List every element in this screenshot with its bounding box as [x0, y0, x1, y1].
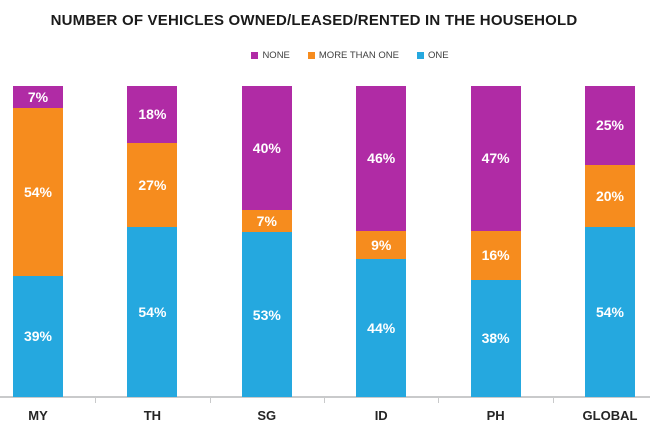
bar-ph: 47% 16% 38% — [470, 86, 521, 397]
segment-value-label: 40% — [252, 140, 281, 157]
segment-value-label: 44% — [367, 319, 396, 336]
bar-ph-segment-more-than-one: 16% — [470, 230, 521, 280]
axis-tick — [324, 398, 325, 403]
segment-value-label: 16% — [481, 247, 510, 264]
legend-swatch-one — [416, 52, 424, 59]
bar-my-segment-none: 7% — [13, 86, 63, 108]
bar-id: 46% 9% 44% — [356, 86, 407, 397]
bar-sg: 40% 7% 53% — [241, 86, 292, 397]
segment-value-label: 39% — [23, 328, 53, 345]
axis-tick — [95, 398, 97, 403]
legend-item-none: NONE — [251, 50, 290, 61]
segment-value-label: 9% — [371, 236, 392, 253]
bar-sg-segment-more-than-one: 7% — [241, 210, 292, 233]
bar-global-segment-none: 25% — [585, 86, 635, 165]
segment-value-label: 7% — [27, 88, 49, 105]
chart-title: NUMBER OF VEHICLES OWNED/LEASED/RENTED I… — [50, 12, 578, 29]
bar-th-segment-more-than-one: 27% — [127, 142, 178, 228]
category-label-th: TH — [143, 408, 162, 423]
segment-value-label: 7% — [256, 213, 277, 230]
axis-tick — [209, 398, 211, 403]
bar-my-segment-one: 39% — [13, 275, 63, 397]
bar-global-segment-one: 54% — [585, 227, 635, 397]
legend-swatch-more-than-one — [307, 52, 315, 59]
bar-ph-segment-one: 38% — [470, 279, 521, 397]
bar-ph-segment-none: 47% — [470, 86, 521, 231]
segment-value-label: 27% — [138, 176, 167, 193]
segment-value-label: 25% — [595, 117, 625, 134]
bar-id-segment-more-than-one: 9% — [356, 230, 407, 259]
axis-tick — [438, 398, 440, 403]
segment-value-label: 47% — [481, 150, 510, 167]
bar-id-segment-none: 46% — [356, 86, 407, 231]
x-axis-line — [0, 396, 650, 398]
bar-id-segment-one: 44% — [356, 258, 407, 397]
category-label-my: MY — [28, 408, 48, 423]
bar-global: 25% 20% 54% — [585, 86, 635, 397]
legend-swatch-none — [251, 52, 259, 59]
category-label-id: ID — [374, 408, 388, 423]
legend-item-more-than-one: MORE THAN ONE — [307, 50, 399, 61]
bar-global-segment-more-than-one: 20% — [585, 164, 635, 228]
legend-item-one: ONE — [416, 50, 449, 61]
bar-my-segment-more-than-one: 54% — [13, 107, 63, 276]
segment-value-label: 18% — [138, 106, 167, 123]
segment-value-label: 54% — [23, 183, 53, 200]
segment-value-label: 38% — [481, 330, 510, 347]
segment-value-label: 53% — [252, 306, 281, 323]
bar-th: 18% 27% 54% — [127, 86, 178, 397]
bar-sg-segment-one: 53% — [241, 232, 292, 397]
legend-label: MORE THAN ONE — [318, 50, 399, 61]
segment-value-label: 20% — [595, 187, 625, 204]
chart-legend: NONE MORE THAN ONE ONE — [0, 50, 650, 61]
segment-value-label: 54% — [595, 304, 625, 321]
axis-tick — [552, 398, 554, 403]
bar-th-segment-none: 18% — [127, 86, 178, 143]
bar-sg-segment-none: 40% — [241, 86, 292, 211]
legend-label: NONE — [262, 50, 290, 61]
segment-value-label: 54% — [138, 304, 167, 321]
legend-label: ONE — [427, 50, 449, 61]
bar-my: 7% 54% 39% — [13, 86, 63, 397]
category-label-sg: SG — [257, 408, 277, 423]
category-label-ph: PH — [486, 408, 505, 423]
bar-th-segment-one: 54% — [127, 227, 178, 397]
segment-value-label: 46% — [367, 150, 396, 167]
category-label-global: GLOBAL — [582, 408, 638, 423]
